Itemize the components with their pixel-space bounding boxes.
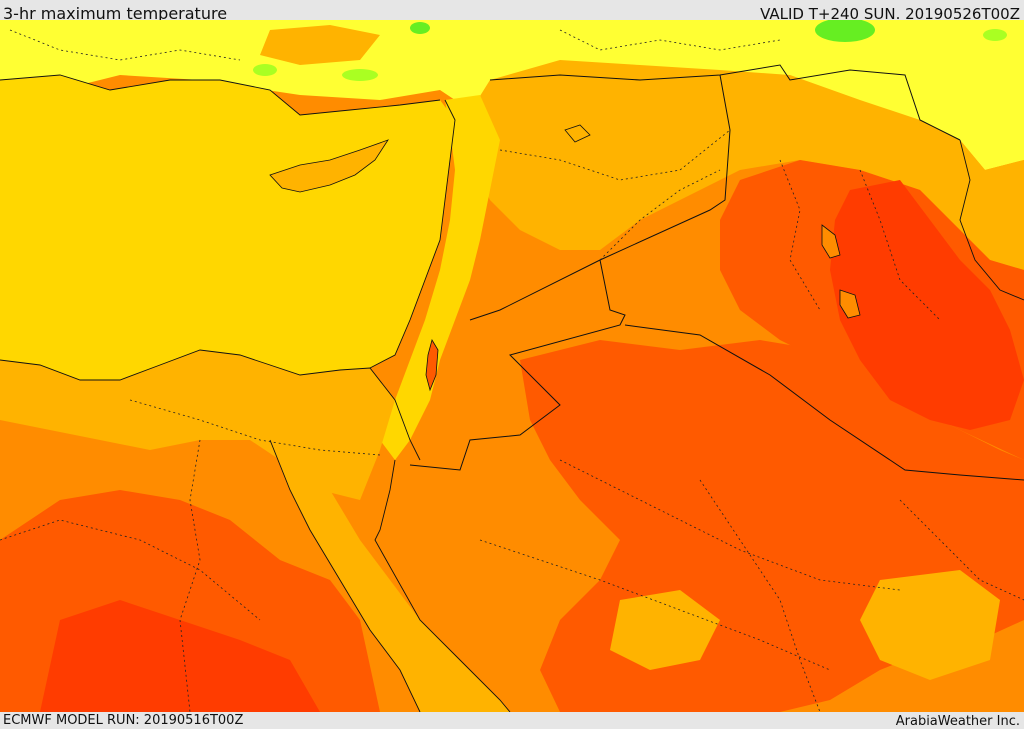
syria-iraq-border-2 [469, 74, 731, 321]
province-borders [0, 29, 1024, 712]
redsea-west-coast [269, 439, 421, 712]
iraq-red-core [830, 180, 1024, 430]
jordan-saudi-border [409, 259, 626, 471]
levant-yellow-strip [380, 95, 500, 460]
south-light-patch [610, 590, 720, 670]
red-sea [270, 440, 510, 712]
map-title: 3-hr maximum temperature [3, 4, 228, 23]
green-patch-5 [983, 29, 1007, 41]
cyprus-island [269, 139, 389, 193]
egypt-red-region [40, 600, 320, 712]
redsea-east-coast [374, 459, 511, 712]
dead-sea [425, 338, 439, 392]
lake-iraq-1 [821, 224, 841, 259]
north-blotch-2 [260, 25, 380, 65]
mediterranean-sea [0, 75, 455, 380]
iraq-saudi-border [624, 324, 1024, 481]
syria-iraq-border [489, 64, 961, 141]
lake-iraq-2 [839, 289, 861, 319]
north-yellow-band [0, 20, 1024, 170]
green-patch-4 [253, 64, 277, 76]
temperature-map [0, 20, 1024, 712]
credit-label: ArabiaWeather Inc. [895, 714, 1020, 729]
levant-coastline [369, 99, 456, 369]
green-patch-1 [815, 20, 875, 42]
model-run-label: ECMWF MODEL RUN: 20190516T00Z [3, 713, 244, 728]
med-coastline [0, 349, 421, 461]
south-light-patch-2 [860, 570, 1000, 680]
green-patch-3 [342, 69, 378, 81]
lake-syria [564, 124, 591, 143]
valid-time-label: VALID T+240 SUN. 20190526T00Z [760, 5, 1020, 23]
north-orange-blotch [465, 60, 1024, 270]
turkey-coastline [0, 74, 441, 116]
green-patch-2 [410, 22, 430, 34]
gulf-coastline [959, 139, 1024, 301]
